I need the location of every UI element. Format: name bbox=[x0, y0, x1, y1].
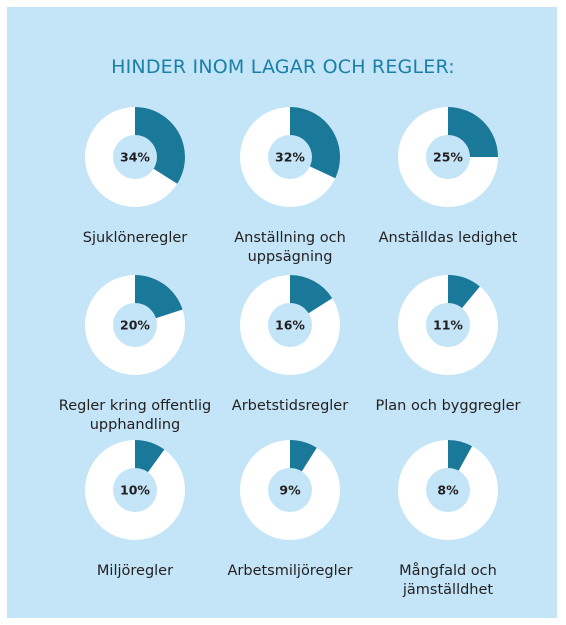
category-label: Plan och byggregler bbox=[375, 398, 521, 414]
category-label: Anställning och uppsägning bbox=[234, 230, 346, 265]
donut-hole bbox=[268, 135, 312, 179]
category-label: Arbetstidsregler bbox=[231, 398, 349, 414]
donut-hole bbox=[113, 468, 157, 512]
donut-hole bbox=[426, 135, 470, 179]
value-label: 16% bbox=[275, 318, 305, 333]
category-label: Arbetsmiljöregler bbox=[227, 563, 353, 579]
value-label: 9% bbox=[279, 483, 301, 498]
donut-hole bbox=[268, 303, 312, 347]
category-label: Mångfald och jämställdhet bbox=[399, 563, 497, 598]
value-label: 10% bbox=[120, 483, 150, 498]
donut-hole bbox=[113, 303, 157, 347]
value-label: 8% bbox=[437, 483, 459, 498]
donut-hole bbox=[426, 303, 470, 347]
value-label: 32% bbox=[275, 150, 305, 165]
value-label: 25% bbox=[433, 150, 463, 165]
value-label: 20% bbox=[120, 318, 150, 333]
chart-title: HINDER INOM LAGAR OCH REGLER: bbox=[111, 56, 455, 78]
donut-hole bbox=[426, 468, 470, 512]
donut-hole bbox=[268, 468, 312, 512]
value-label: 11% bbox=[433, 318, 463, 333]
category-label: Regler kring offentlig upphandling bbox=[58, 398, 212, 433]
category-label: Anställdas ledighet bbox=[378, 230, 518, 246]
value-label: 34% bbox=[120, 150, 150, 165]
donut-hole bbox=[113, 135, 157, 179]
category-label: Sjuklöneregler bbox=[82, 230, 188, 246]
category-label: Miljöregler bbox=[96, 563, 174, 579]
